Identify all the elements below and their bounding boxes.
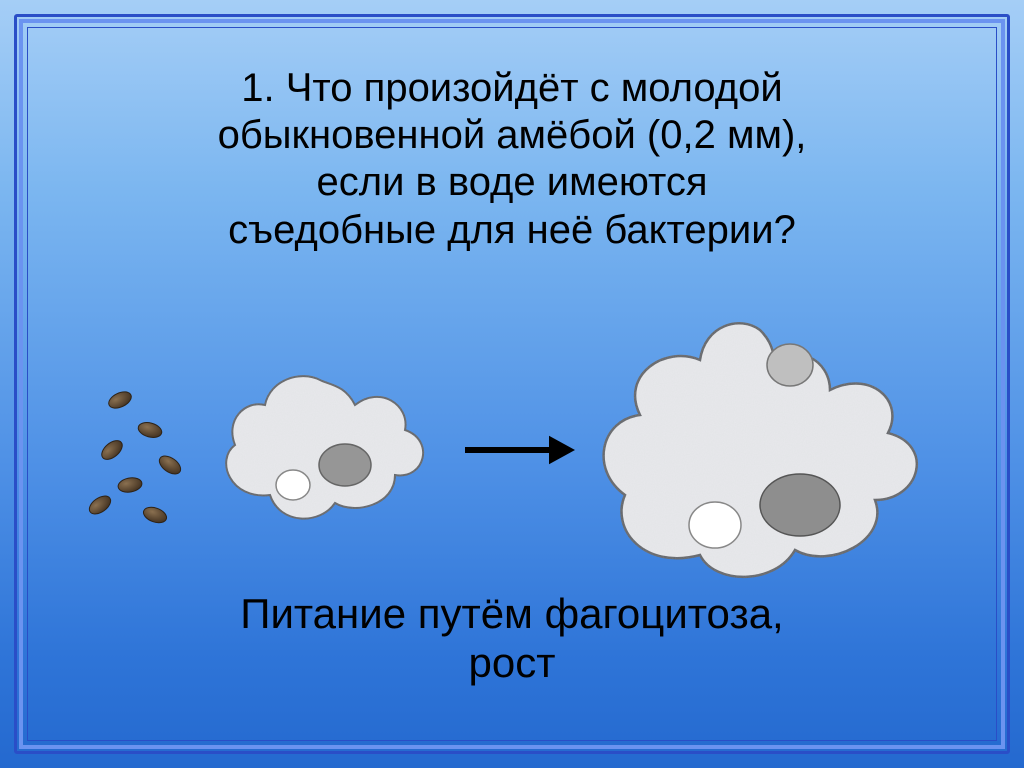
question-line-2: если в воде имеются [316, 160, 707, 204]
bacteria-group [86, 389, 184, 526]
slide: 1. Что произойдёт с молодой обыкновенной… [0, 0, 1024, 768]
bacteria-icon [137, 420, 164, 440]
vacuole [760, 474, 840, 536]
diagram [0, 310, 1024, 590]
bacteria-icon [141, 504, 168, 525]
question-number: 1. [241, 66, 274, 110]
bacteria-icon [98, 437, 125, 463]
bacteria-icon [156, 452, 184, 477]
question-line-0: Что произойдёт с молодой [286, 66, 783, 110]
bacteria-icon [86, 492, 114, 517]
vacuole [689, 502, 741, 548]
question-text: 1. Что произойдёт с молодой обыкновенной… [60, 65, 964, 254]
question-line-1: обыкновенной амёбой (0,2 мм), [218, 113, 807, 157]
bacteria-icon [117, 476, 143, 494]
vacuole [319, 444, 371, 486]
bacteria-icon [106, 389, 134, 412]
large-amoeba [604, 323, 917, 577]
vacuole [767, 344, 813, 386]
answer-line-0: Питание путём фагоцитоза, [240, 590, 783, 637]
vacuole [276, 470, 310, 500]
question-line-3: съедобные для неё бактерии? [228, 208, 796, 252]
answer-line-1: рост [469, 639, 556, 686]
small-amoeba [226, 376, 423, 518]
arrow-icon [465, 436, 575, 465]
answer-text: Питание путём фагоцитоза, рост [60, 589, 964, 688]
